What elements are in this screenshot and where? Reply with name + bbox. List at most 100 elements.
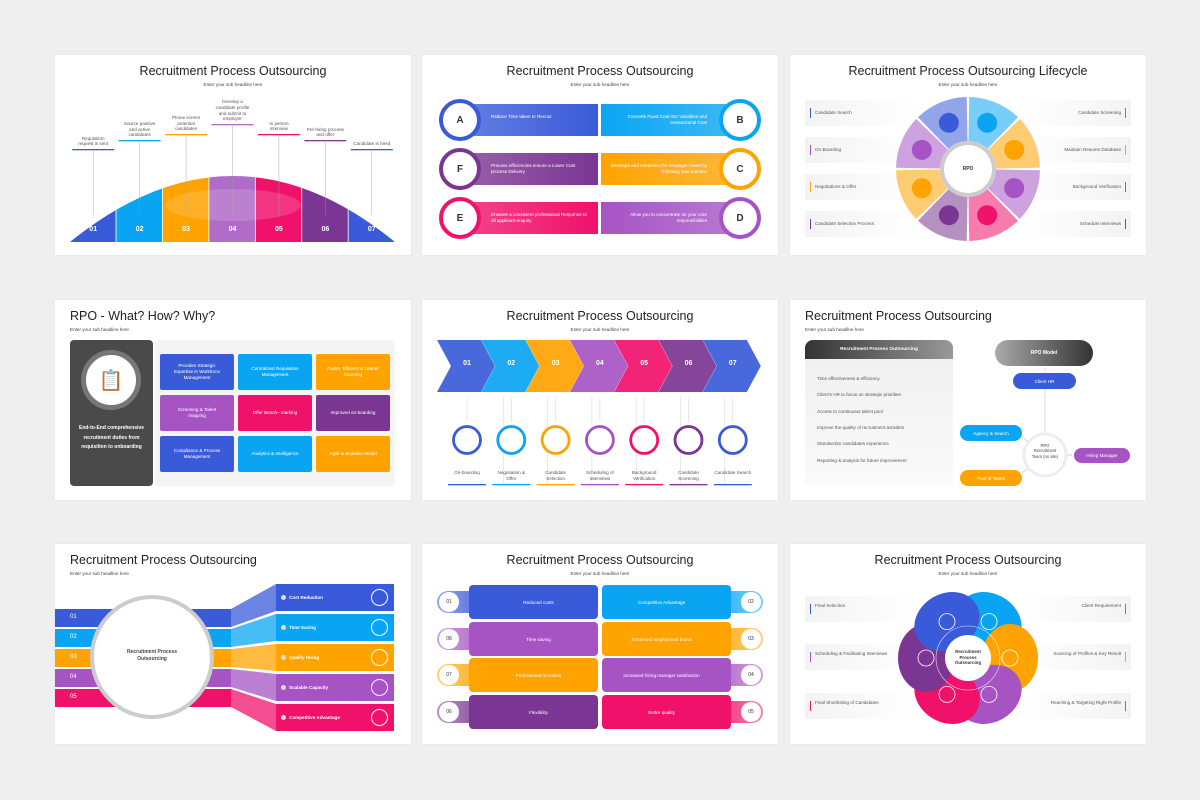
arch-segment bbox=[255, 176, 302, 242]
slide-title: Recruitment Process Outsourcing bbox=[139, 64, 327, 78]
diagram-graphic bbox=[898, 592, 1038, 724]
arch-highlight bbox=[165, 189, 301, 221]
growth-chart-icon bbox=[371, 709, 388, 726]
chevron bbox=[569, 340, 628, 392]
slide-4[interactable]: RPO - What? How? Why? Enter your sub head… bbox=[55, 300, 411, 500]
process-label: Scheduling & Facilitating Interviews bbox=[815, 651, 888, 656]
slide-5[interactable]: Recruitment Process Outsourcing Enter you… bbox=[422, 300, 778, 500]
segment-icon bbox=[911, 139, 932, 160]
slide-2[interactable]: Recruitment Process Outsourcing Enter you… bbox=[422, 55, 778, 255]
slide-subtitle: Enter your sub headline here bbox=[570, 327, 630, 332]
segment-icon bbox=[1004, 139, 1025, 160]
band-number: 03 bbox=[70, 654, 77, 660]
benefit-text: Reduce Time taken to Recruit bbox=[491, 114, 552, 119]
ribbon: Time saving bbox=[469, 622, 598, 656]
segment-icon bbox=[977, 205, 998, 226]
ribbon: Enhanced employment brand bbox=[602, 622, 731, 656]
benefit-label: Cost Reduction bbox=[289, 595, 323, 600]
band-connector bbox=[231, 614, 276, 647]
lifecycle-item: On-Boarding bbox=[805, 137, 915, 163]
segment-icon bbox=[911, 178, 932, 199]
bullet-item: Improve the quality of recruitment activ… bbox=[817, 424, 905, 430]
center-circle bbox=[945, 635, 991, 681]
benefit-label: Time Saving bbox=[289, 625, 316, 630]
petal-icon bbox=[980, 613, 998, 631]
process-item: Reaching & Targeting Right Profile bbox=[1021, 693, 1131, 719]
slide-3[interactable]: Recruitment Process Outsourcing Lifecycl… bbox=[790, 55, 1146, 255]
team-label: RPO Recruitment Team (on site) bbox=[1031, 443, 1059, 459]
card-header: Recruitment Process Outsourcing bbox=[805, 340, 953, 359]
slide-6[interactable]: Recruitment Process Outsourcing Enter you… bbox=[790, 300, 1146, 500]
band-number: 02 bbox=[70, 634, 77, 640]
lifecycle-item: Candidate Search bbox=[805, 100, 915, 126]
feature-card: Screening & Talent mapping bbox=[160, 395, 234, 431]
step-label: Background Verification bbox=[631, 470, 657, 481]
feature-card: Improved on-boarding bbox=[316, 395, 390, 431]
ribbon: Professional recruiters bbox=[469, 658, 598, 692]
process-label: Sourcing of Profiles & Key Result bbox=[1053, 651, 1121, 656]
letter-circle: D bbox=[719, 197, 761, 239]
lifecycle-item: Schedule Interviews bbox=[1021, 211, 1131, 237]
slide-subtitle: Enter your sub headline here bbox=[938, 571, 998, 576]
bullet-item: Standardize candidates experience bbox=[817, 441, 889, 447]
benefit-text: Allow you to concentrate on your core re… bbox=[630, 212, 707, 223]
ribbon: Reduced costs bbox=[469, 585, 598, 619]
benefit-box: Time Saving bbox=[276, 614, 394, 641]
band-connector bbox=[231, 689, 276, 731]
process-item: Final Selection bbox=[805, 596, 915, 622]
letter-circle: F bbox=[439, 148, 481, 190]
underline bbox=[669, 484, 708, 486]
diagram-graphic bbox=[896, 97, 1040, 241]
step-label: In person interview bbox=[269, 120, 289, 132]
center-label: Recruitment Process Outsourcing bbox=[126, 649, 178, 662]
label-bar bbox=[118, 140, 161, 142]
slide-subtitle: Enter your sub headline here bbox=[203, 82, 263, 87]
step-label: Candidate Screening bbox=[678, 470, 699, 481]
lifecycle-label: Background Verification bbox=[1072, 184, 1121, 189]
ribbon: Flexibility bbox=[469, 695, 598, 729]
slide-8[interactable]: Recruitment Process Outsourcing Enter you… bbox=[422, 544, 778, 744]
petal-icon bbox=[917, 649, 935, 667]
accent-bar bbox=[1125, 652, 1126, 662]
underline bbox=[536, 484, 575, 486]
cycle-ring bbox=[935, 625, 1001, 691]
slide-7[interactable]: Recruitment Process Outsourcing Enter you… bbox=[55, 544, 411, 744]
step-label: Scheduling of Interviews bbox=[585, 470, 614, 481]
chevron bbox=[658, 340, 717, 392]
accent-bar bbox=[810, 604, 811, 614]
idea-head-icon bbox=[371, 679, 388, 696]
lifecycle-item: Candidate Screening bbox=[1021, 100, 1131, 126]
step-label: Requisition request is sent bbox=[78, 135, 109, 147]
label-bar bbox=[165, 134, 208, 136]
lifecycle-label: Schedule Interviews bbox=[1079, 221, 1121, 226]
step-icon bbox=[673, 425, 704, 455]
benefit-text: Process efficiencies ensure a Lower Cost… bbox=[491, 163, 576, 174]
arch-segment bbox=[209, 176, 255, 242]
feature-card: Analytics & Intelligence bbox=[238, 436, 312, 472]
step-number: 01 bbox=[463, 360, 471, 367]
step-label: On-boarding bbox=[454, 470, 480, 475]
step-number: 02 bbox=[507, 360, 516, 367]
center-label: Recruitment Process Outsourcing bbox=[954, 649, 982, 666]
process-item: Client Requirement bbox=[1021, 596, 1131, 622]
benefit-box: Competitive Advantage bbox=[276, 704, 394, 731]
petal-icon bbox=[938, 685, 956, 703]
underline bbox=[448, 484, 486, 486]
slide-subtitle: Enter your sub headline here bbox=[570, 571, 630, 576]
band-connector bbox=[231, 644, 276, 671]
lifecycle-item: Maintain Resume Database bbox=[1021, 137, 1131, 163]
ribbon-number: 02 bbox=[741, 592, 761, 612]
agency-pill: Agency & Search bbox=[960, 425, 1022, 441]
step-label: Candidate Search bbox=[714, 470, 752, 475]
ribbon-number: 01 bbox=[439, 592, 459, 612]
benefit-text: Ensures a consistent professional Respon… bbox=[491, 212, 587, 223]
slide-9[interactable]: Recruitment Process Outsourcing Enter you… bbox=[790, 544, 1146, 744]
bullet-item: Access to continuous talent pool bbox=[817, 408, 883, 414]
step-label: Phone screen potential candidates bbox=[171, 114, 201, 132]
slide-1[interactable]: Recruitment Process Outsourcing Enter you… bbox=[55, 55, 411, 255]
band-connector bbox=[231, 584, 276, 627]
diagram-graphic bbox=[70, 124, 395, 242]
slide-subtitle: Enter your sub headline here bbox=[938, 82, 998, 87]
rpo-model-pill: RPO Model bbox=[995, 340, 1093, 366]
wheel-center-label: RPO bbox=[962, 166, 974, 172]
